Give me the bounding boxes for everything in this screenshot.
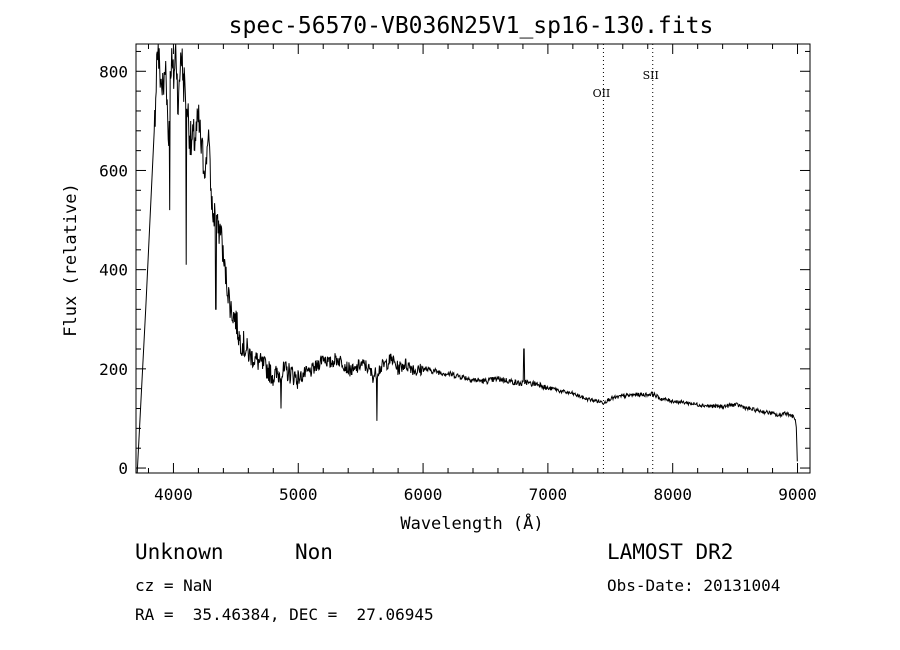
y-axis: 0 200 400 600 800 [99, 50, 810, 478]
x-axis-label: Wavelength (Å) [400, 512, 543, 534]
redshift-readout: cz = NaN [135, 576, 213, 595]
marker-label-oii: OII [593, 87, 611, 100]
chart-title: spec-56570-VB036N25V1_sp16-130.fits [229, 13, 714, 39]
y-tick-label: 600 [99, 161, 128, 180]
x-tick-label: 7000 [529, 485, 568, 504]
x-tick-label: 9000 [778, 485, 817, 504]
obs-date-readout: Obs-Date: 20131004 [607, 576, 781, 595]
coordinates-readout: RA = 35.46384, DEC = 27.06945 [135, 605, 434, 624]
y-axis-label: Flux (relative) [61, 183, 81, 337]
emission-line-markers: OII SII [593, 44, 659, 473]
x-tick-label: 5000 [279, 485, 318, 504]
plot-border [135, 43, 811, 474]
survey-label: LAMOST DR2 [607, 540, 734, 564]
y-tick-label: 0 [118, 459, 128, 478]
marker-label-sii: SII [643, 69, 659, 82]
spectrum-line [136, 43, 798, 474]
x-tick-label: 8000 [653, 485, 692, 504]
plot-frame [135, 43, 811, 474]
object-subclass: Non [295, 540, 333, 564]
x-tick-label: 6000 [404, 485, 443, 504]
y-tick-label: 800 [99, 62, 128, 81]
object-class: Unknown [135, 540, 224, 564]
y-tick-label: 200 [99, 360, 128, 379]
y-tick-label: 400 [99, 261, 128, 280]
spectrum-series [136, 43, 798, 474]
x-tick-label: 4000 [154, 485, 193, 504]
x-axis: 4000 5000 6000 7000 8000 9000 [147, 44, 817, 504]
